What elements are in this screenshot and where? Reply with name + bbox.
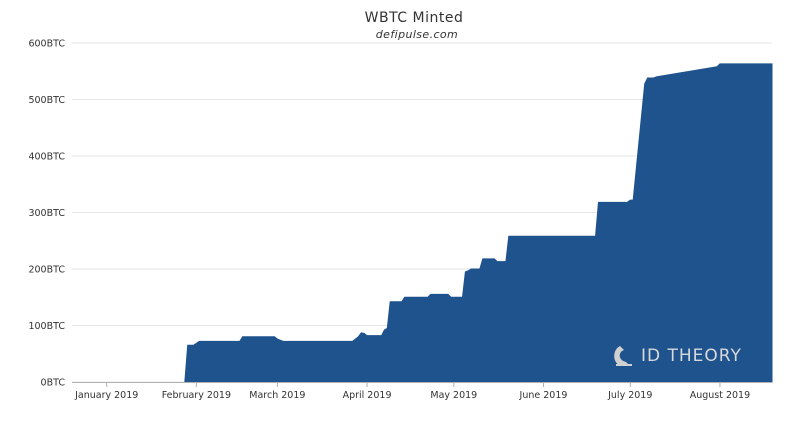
y-tick-label: 0BTC (41, 378, 66, 389)
y-tick-label: 100BTC (28, 321, 65, 332)
series-area-layer (184, 63, 773, 383)
y-tick-label: 500BTC (28, 95, 65, 106)
x-tick-label: August 2019 (690, 390, 750, 401)
id-theory-logo-icon (614, 346, 632, 366)
y-tick-label: 400BTC (28, 152, 65, 163)
y-axis: 0BTC 100BTC 200BTC 300BTC 400BTC 500BTC 600BTC (28, 39, 65, 389)
x-tick-label: May 2019 (430, 390, 477, 401)
x-tick-label: June 2019 (519, 390, 568, 401)
x-tick-label: July 2019 (607, 390, 652, 401)
series-area (184, 63, 773, 383)
y-gridlines (72, 42, 772, 383)
x-tick-label: March 2019 (249, 390, 305, 401)
chart-title: WBTC Minted (365, 10, 464, 26)
x-axis: January 2019 February 2019 March 2019 April… (72, 382, 772, 401)
watermark: ID THEORY (614, 346, 742, 366)
chart-subtitle: defipulse.com (376, 28, 458, 41)
y-tick-label: 200BTC (28, 265, 65, 276)
watermark-text: ID THEORY (641, 346, 742, 366)
x-tick-label: January 2019 (74, 390, 138, 401)
x-tick-label: February 2019 (162, 390, 231, 401)
y-tick-label: 300BTC (28, 208, 65, 219)
x-tick-label: April 2019 (343, 390, 392, 401)
y-tick-label: 600BTC (28, 39, 65, 50)
